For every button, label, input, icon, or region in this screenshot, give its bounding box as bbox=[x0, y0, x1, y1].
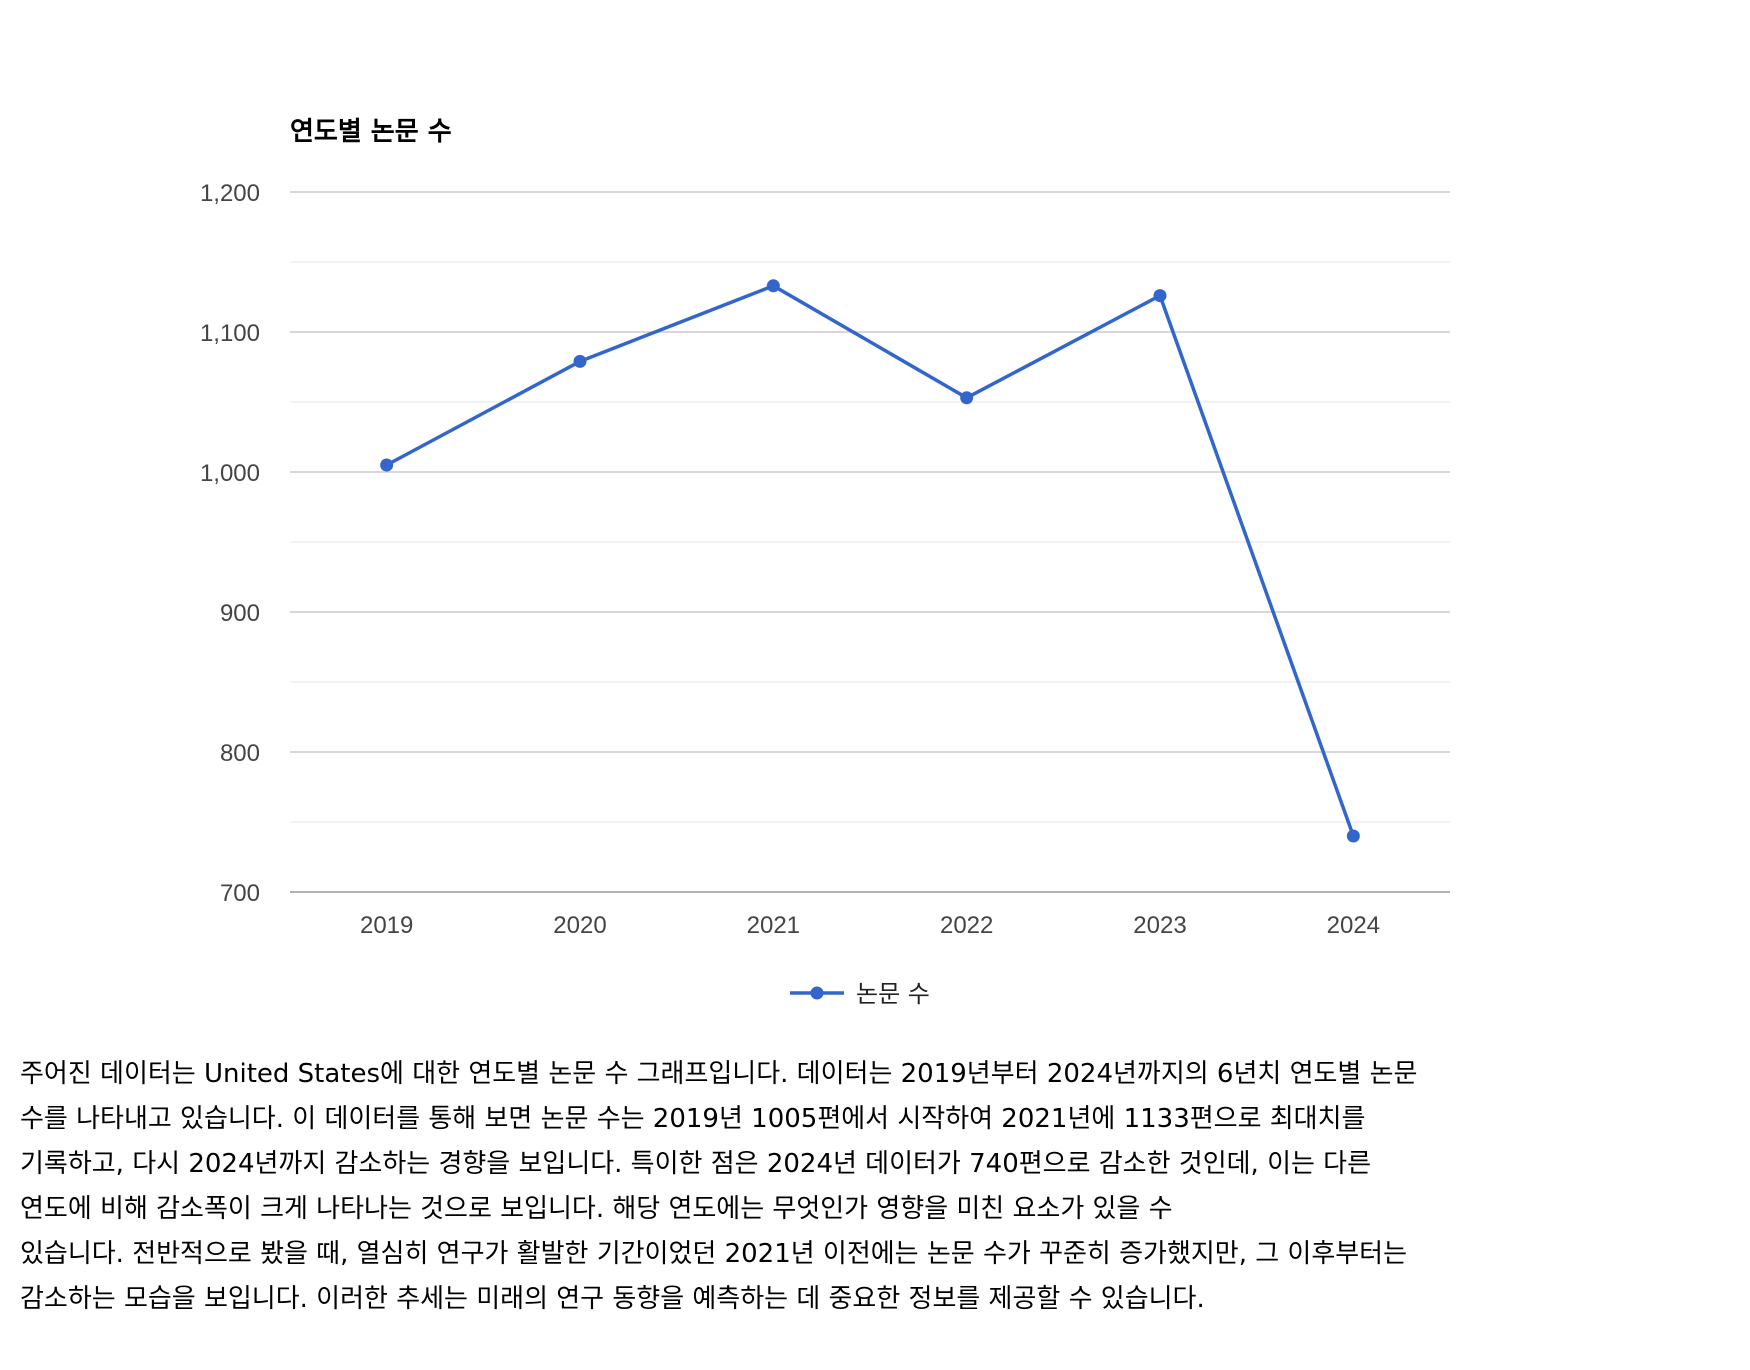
legend-marker bbox=[810, 986, 824, 1000]
description-text: 주어진 데이터는 United States에 대한 연도별 논문 수 그래프입… bbox=[20, 1052, 1730, 1322]
data-point bbox=[766, 279, 780, 293]
legend: 논문 수 bbox=[790, 980, 930, 1008]
x-tick-label: 2023 bbox=[1133, 912, 1186, 939]
y-tick-label: 1,100 bbox=[200, 320, 260, 347]
description-line: 있습니다. 전반적으로 봤을 때, 열심히 연구가 활발한 기간이었던 2021… bbox=[20, 1239, 1408, 1269]
data-point bbox=[380, 458, 394, 472]
description-line: 감소하는 모습을 보입니다. 이러한 추세는 미래의 연구 동향을 예측하는 데… bbox=[20, 1284, 1205, 1314]
series-line bbox=[385, 284, 1355, 837]
description-line: 기록하고, 다시 2024년까지 감소하는 경향을 보입니다. 특이한 점은 2… bbox=[20, 1149, 1372, 1179]
y-tick-label: 900 bbox=[220, 600, 260, 627]
x-tick-label: 2021 bbox=[747, 912, 800, 939]
description-line: 수를 나타내고 있습니다. 이 데이터를 통해 보면 논문 수는 2019년 1… bbox=[20, 1104, 1366, 1134]
data-point bbox=[1153, 289, 1167, 303]
x-tick-label: 2024 bbox=[1327, 912, 1380, 939]
y-tick-label: 800 bbox=[220, 740, 260, 767]
data-point bbox=[573, 354, 587, 368]
legend-label: 논문 수 bbox=[856, 980, 930, 1008]
x-tick-label: 2020 bbox=[553, 912, 606, 939]
description-line: 연도에 비해 감소폭이 크게 나타나는 것으로 보입니다. 해당 연도에는 무엇… bbox=[20, 1194, 1173, 1224]
data-point bbox=[1346, 829, 1360, 843]
x-tick-label: 2019 bbox=[360, 912, 413, 939]
x-tick-label: 2022 bbox=[940, 912, 993, 939]
chart-title: 연도별 논문 수 bbox=[290, 117, 452, 147]
series-layer bbox=[380, 279, 1360, 843]
gridlines bbox=[290, 191, 1450, 893]
y-tick-label: 1,000 bbox=[200, 460, 260, 487]
description-line: 주어진 데이터는 United States에 대한 연도별 논문 수 그래프입… bbox=[20, 1059, 1418, 1089]
x-axis-ticks: 2019 2020 2021 2022 2023 2024 bbox=[360, 912, 1380, 939]
data-point bbox=[960, 391, 974, 405]
y-tick-label: 1,200 bbox=[200, 180, 260, 207]
y-axis-ticks: 700 800 900 1,000 1,100 1,200 bbox=[200, 180, 260, 907]
y-tick-label: 700 bbox=[220, 880, 260, 907]
